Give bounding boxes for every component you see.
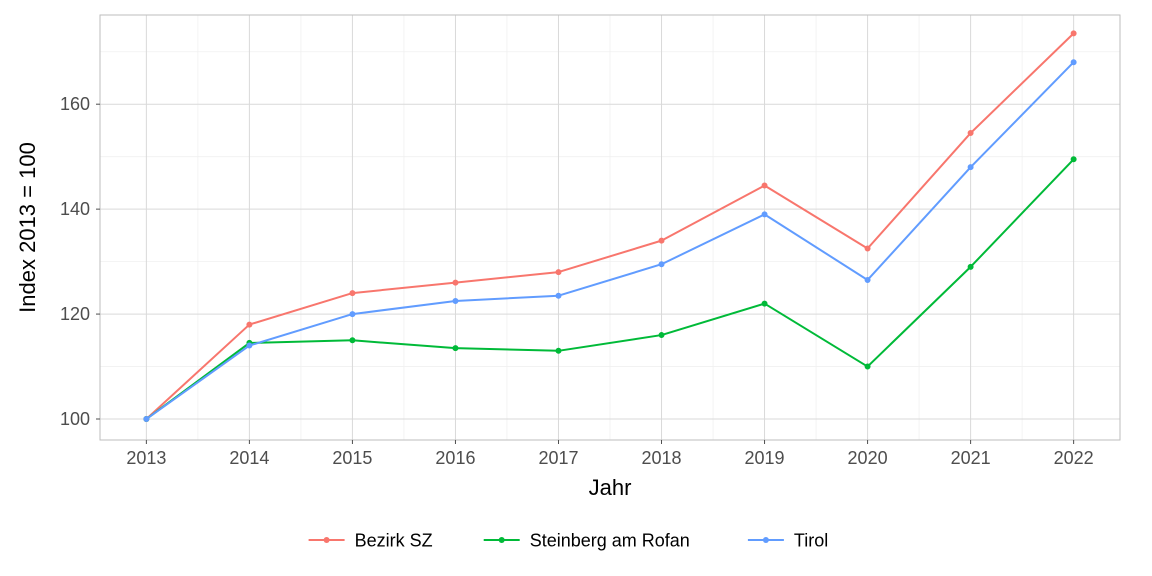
series-point <box>247 343 252 348</box>
x-axis-title: Jahr <box>589 475 632 500</box>
x-tick-label: 2015 <box>332 448 372 468</box>
series-point <box>1071 60 1076 65</box>
series-point <box>865 277 870 282</box>
series-point <box>144 417 149 422</box>
legend-point <box>324 537 330 543</box>
x-tick-label: 2018 <box>641 448 681 468</box>
x-tick-label: 2019 <box>745 448 785 468</box>
series-point <box>453 346 458 351</box>
series-point <box>1071 157 1076 162</box>
legend-label: Bezirk SZ <box>355 530 433 550</box>
series-point <box>762 301 767 306</box>
x-tick-label: 2013 <box>126 448 166 468</box>
series-point <box>968 131 973 136</box>
y-tick-label: 140 <box>60 199 90 219</box>
legend-label: Tirol <box>794 530 828 550</box>
legend-point <box>763 537 769 543</box>
series-point <box>453 298 458 303</box>
x-tick-label: 2016 <box>435 448 475 468</box>
legend-point <box>499 537 505 543</box>
x-tick-label: 2021 <box>951 448 991 468</box>
series-point <box>350 312 355 317</box>
series-point <box>350 338 355 343</box>
series-point <box>865 246 870 251</box>
series-point <box>556 293 561 298</box>
y-axis-title: Index 2013 = 100 <box>15 142 40 313</box>
series-point <box>350 291 355 296</box>
series-point <box>762 212 767 217</box>
y-tick-label: 160 <box>60 94 90 114</box>
x-tick-label: 2014 <box>229 448 269 468</box>
series-point <box>968 165 973 170</box>
y-tick-label: 100 <box>60 409 90 429</box>
y-tick-label: 120 <box>60 304 90 324</box>
series-point <box>659 238 664 243</box>
x-tick-label: 2017 <box>538 448 578 468</box>
series-point <box>556 348 561 353</box>
series-point <box>659 262 664 267</box>
series-point <box>453 280 458 285</box>
series-point <box>865 364 870 369</box>
x-tick-label: 2022 <box>1054 448 1094 468</box>
series-point <box>247 322 252 327</box>
series-point <box>659 333 664 338</box>
series-point <box>556 270 561 275</box>
series-point <box>1071 31 1076 36</box>
series-point <box>762 183 767 188</box>
line-chart: 2013 2014 2015 2016 2017 2018 2019 2020 2021 2022… <box>0 0 1152 576</box>
legend-label: Steinberg am Rofan <box>530 530 690 550</box>
x-tick-label: 2020 <box>848 448 888 468</box>
series-point <box>968 264 973 269</box>
